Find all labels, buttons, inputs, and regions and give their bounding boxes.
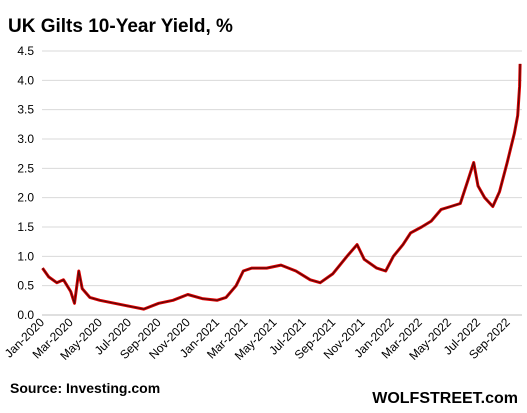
y-tick-label: 3.0 <box>17 132 34 146</box>
grid-lines <box>42 50 522 287</box>
y-tick-label: 0.5 <box>17 279 34 293</box>
chart-title: UK Gilts 10-Year Yield, % <box>8 16 233 37</box>
y-axis-ticks: 0.0 0.5 1.0 1.5 2.0 2.5 3.0 3.5 4.0 4.5 <box>17 44 34 322</box>
brand-label: WOLFSTREET.com <box>372 390 518 407</box>
y-tick-label: 4.0 <box>17 73 34 87</box>
y-tick-label: 2.5 <box>17 161 34 175</box>
series-line <box>41 63 522 311</box>
series-line-shade <box>42 63 521 310</box>
series-group <box>41 63 522 311</box>
y-tick-label: 4.5 <box>17 44 34 58</box>
x-axis-ticks: Jan-2020Mar-2020May-2020Jul-2020Sep-2020… <box>2 315 513 363</box>
y-tick-label: 1.0 <box>17 249 34 263</box>
y-tick-label: 1.5 <box>17 220 34 234</box>
y-tick-label: 3.5 <box>17 103 34 117</box>
y-tick-label: 0.0 <box>17 308 34 322</box>
source-label: Source: Investing.com <box>10 380 160 396</box>
y-tick-label: 2.0 <box>17 191 34 205</box>
